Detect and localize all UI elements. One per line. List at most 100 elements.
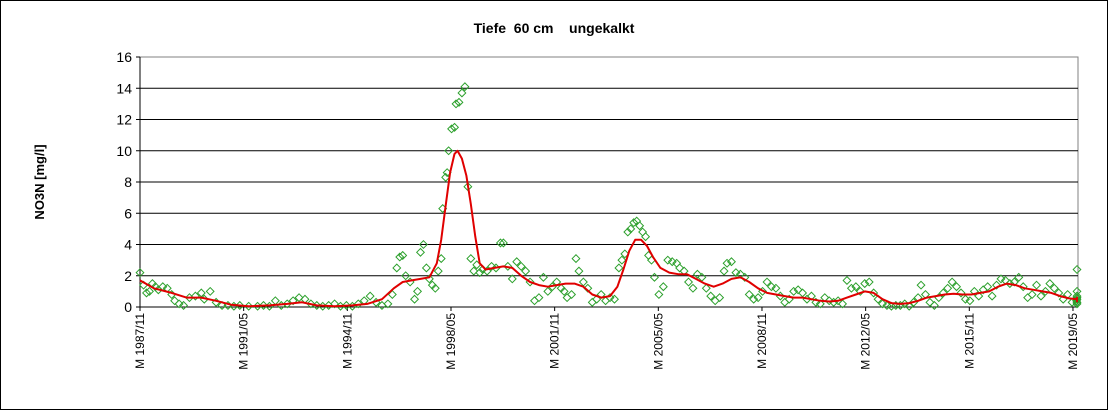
data-point [1054, 288, 1064, 298]
data-point [521, 266, 531, 276]
data-point [667, 257, 677, 267]
data-point [433, 266, 443, 276]
data-point [447, 124, 457, 134]
data-point [1036, 291, 1046, 301]
data-point [688, 283, 698, 293]
data-point [793, 285, 803, 295]
data-point [771, 283, 781, 293]
data-point [258, 300, 269, 310]
data-point [450, 122, 460, 132]
data-point [288, 296, 298, 306]
data-point [475, 268, 485, 278]
data-point [294, 293, 304, 303]
data-point [658, 282, 668, 292]
data-point [996, 274, 1006, 284]
data-point [571, 254, 581, 264]
data-point [969, 286, 979, 296]
data-point [1014, 272, 1024, 282]
x-tick-label: M 2008/11 [755, 313, 769, 369]
data-point [1005, 279, 1015, 289]
x-tick-label: M 1991/05 [237, 313, 251, 370]
data-point [1072, 286, 1082, 296]
data-point [925, 297, 935, 307]
data-point [952, 282, 962, 292]
data-point [341, 300, 351, 310]
data-point [938, 288, 948, 298]
data-point [466, 254, 476, 264]
data-point [744, 289, 754, 300]
data-point [762, 277, 772, 287]
data-point [626, 224, 636, 234]
data-point [620, 249, 630, 259]
data-point [451, 99, 461, 109]
data-point [543, 286, 553, 296]
data-point [1072, 264, 1082, 275]
data-point [609, 294, 619, 304]
data-point [766, 282, 776, 292]
data-point [534, 293, 544, 303]
data-point [430, 283, 440, 293]
y-tick-label: 16 [116, 49, 132, 65]
y-tick-label: 4 [124, 237, 132, 253]
data-point [929, 300, 939, 310]
x-tick-label: M 1998/05 [444, 313, 458, 370]
data-point [629, 218, 639, 228]
data-point [663, 255, 673, 265]
data-point [330, 299, 340, 309]
data-point [454, 97, 464, 107]
data-point [974, 291, 984, 301]
data-point [753, 293, 763, 303]
data-point [460, 82, 470, 92]
data-point [815, 299, 825, 309]
data-point [538, 272, 548, 282]
data-point [498, 238, 508, 248]
data-point [418, 239, 428, 250]
data-point [421, 263, 431, 273]
x-tick-label: M 1987/11 [133, 313, 147, 369]
data-point [398, 250, 408, 260]
y-tick-label: 14 [116, 80, 132, 96]
data-point [190, 291, 200, 301]
data-point [383, 299, 393, 309]
data-point [574, 266, 584, 276]
data-point [142, 288, 152, 298]
data-point [824, 296, 834, 306]
data-point [1049, 283, 1059, 293]
data-point [956, 288, 966, 298]
data-point [649, 272, 659, 282]
data-point [614, 263, 624, 273]
data-point [413, 286, 423, 296]
data-point [886, 301, 896, 311]
data-point [846, 283, 856, 293]
data-point [415, 247, 425, 257]
data-point [516, 261, 526, 271]
data-point [701, 283, 711, 293]
data-point [864, 277, 874, 287]
data-point [469, 266, 479, 276]
data-point [715, 293, 725, 303]
data-point [1027, 289, 1037, 300]
data-point [719, 266, 729, 276]
data-point [654, 289, 664, 300]
data-point [851, 282, 861, 292]
data-point [567, 289, 577, 300]
data-point [983, 282, 993, 292]
data-point [306, 299, 316, 309]
data-point [583, 283, 593, 293]
data-point [842, 275, 852, 285]
data-point [943, 283, 953, 293]
trend-line [139, 149, 1078, 308]
data-point [235, 300, 245, 310]
x-tick-label: M 2001/11 [548, 313, 562, 369]
data-point [457, 88, 467, 98]
x-tick-label: M 2015/11 [962, 313, 976, 369]
data-point [789, 286, 799, 296]
y-tick-label: 2 [124, 268, 132, 284]
data-point [635, 221, 645, 231]
data-point [559, 286, 569, 296]
data-point [641, 232, 651, 242]
data-point [731, 268, 741, 278]
data-point [904, 301, 914, 311]
data-point [135, 268, 145, 278]
